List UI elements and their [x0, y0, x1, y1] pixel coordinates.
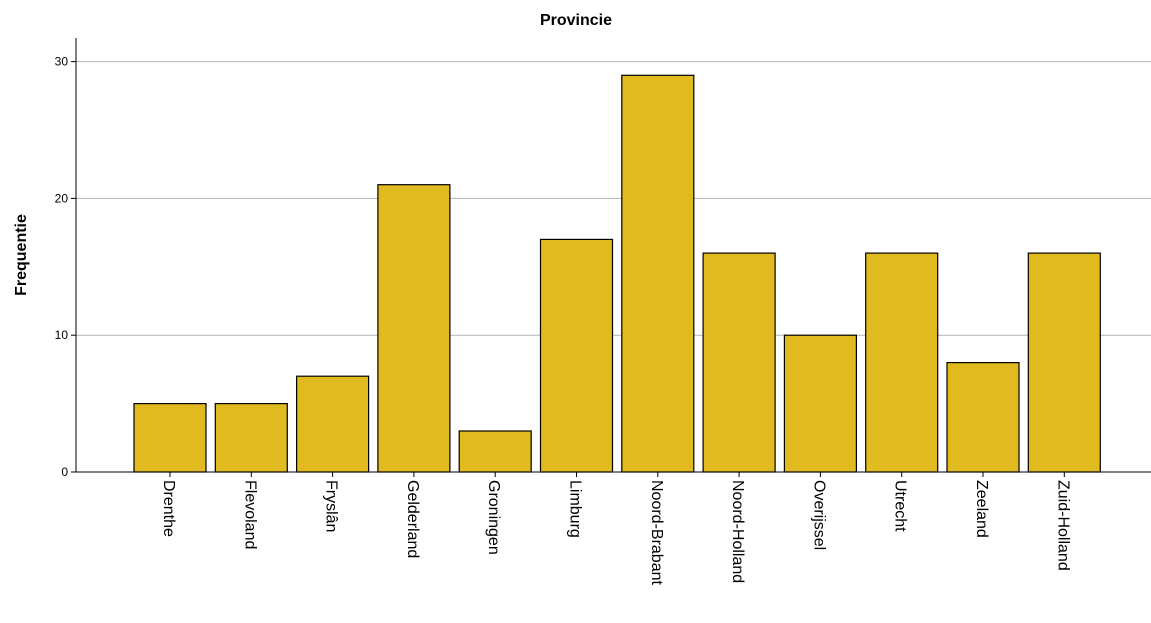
gridlines: [76, 61, 1151, 336]
bar-utrecht: [865, 252, 939, 473]
bar-drenthe: [133, 403, 207, 473]
bar-zuid-holland: [1027, 252, 1101, 473]
bar-limburg: [539, 238, 614, 473]
axes: [75, 38, 1151, 473]
y-tick-label: 10: [55, 328, 69, 342]
y-tick-label: 30: [55, 55, 69, 69]
y-tick-label: 20: [55, 191, 69, 205]
x-tick-label: Overijssel: [810, 480, 827, 550]
bar-flevoland: [214, 403, 288, 473]
x-tick-label: Flevoland: [241, 480, 258, 549]
x-tick-label: Zuid-Holland: [1054, 480, 1071, 571]
bar-zeeland: [946, 362, 1020, 473]
y-tick-labels: 0 10 20 30: [55, 55, 76, 479]
x-tick-label: Groningen: [485, 480, 502, 555]
bar-overijssel: [783, 334, 858, 473]
chart-title: Provincie: [540, 12, 612, 29]
bar-gelderland: [377, 184, 451, 473]
x-tick-labels: Drenthe Flevoland Fryslân Gelderland Groning…: [160, 472, 1071, 586]
bar-fryslân: [296, 375, 370, 473]
x-tick-label: Gelderland: [404, 480, 421, 558]
y-axis-label: Frequentie: [13, 214, 30, 296]
x-tick-label: Utrecht: [892, 480, 909, 532]
x-tick-label: Fryslân: [323, 480, 340, 532]
bars: [133, 74, 1101, 473]
x-tick-label: Noord-Holland: [729, 480, 746, 583]
bar-groningen: [458, 430, 532, 473]
bar-noord-holland: [702, 252, 776, 473]
y-tick-label: 0: [61, 465, 68, 479]
x-tick-label: Zeeland: [973, 480, 990, 538]
x-tick-label: Noord-Brabant: [648, 480, 665, 586]
x-tick-label: Limburg: [567, 480, 584, 538]
x-tick-label: Drenthe: [160, 480, 177, 537]
bar-noord-brabant: [621, 74, 695, 473]
